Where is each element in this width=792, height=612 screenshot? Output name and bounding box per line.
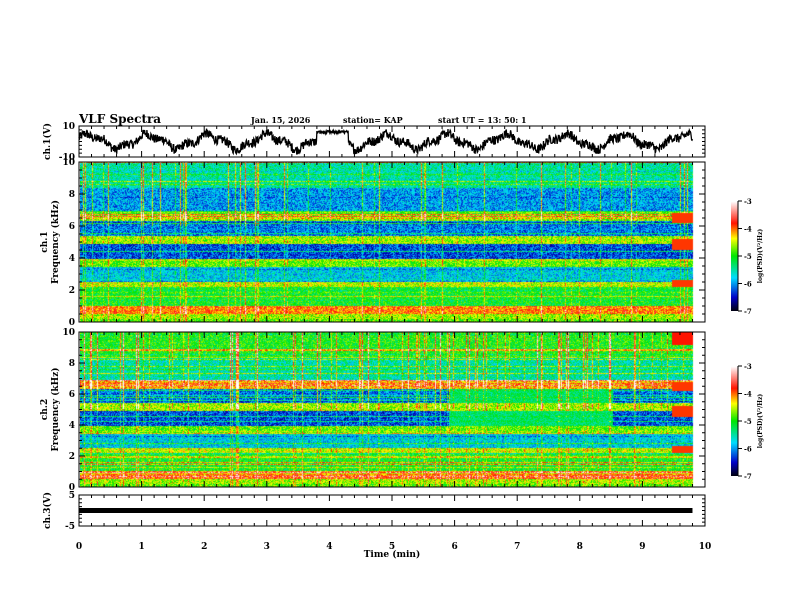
y-axis-label-channel: ch.1	[40, 231, 50, 252]
colorbar-tick-label: -3	[744, 362, 752, 371]
colorbar-tick-label: -3	[744, 197, 752, 206]
colorbar-tick-label: -6	[744, 445, 752, 454]
ch1-colorbar	[731, 201, 738, 311]
colorbar-label: log(PSD)(V²/Hz)	[757, 229, 764, 284]
colorbar-tick-label: -7	[744, 307, 752, 316]
y-tick-label: 10	[62, 122, 75, 132]
y-axis-label: ch.1(V)	[42, 123, 53, 160]
y-tick-label: 10	[62, 158, 75, 168]
panel-frame-ch2-spectrogram	[78, 331, 706, 488]
x-tick-label: 8	[577, 542, 583, 552]
colorbar-tick-label: -4	[744, 390, 752, 399]
x-axis-label: Time (min)	[364, 549, 421, 560]
colorbar-tick-label: -4	[744, 225, 752, 234]
y-tick-label: -5	[65, 522, 75, 532]
y-axis-label-frequency: Frequency (kHz)	[50, 367, 61, 451]
y-tick-label: 0	[69, 318, 75, 328]
ch1-spectrogram-image	[80, 162, 694, 322]
colorbar-label: log(PSD)(V²/Hz)	[757, 394, 764, 449]
x-tick-label: 6	[451, 542, 457, 552]
y-tick-label: 6	[69, 222, 75, 232]
y-tick-label: 5	[69, 491, 75, 501]
y-tick-label: 2	[69, 452, 75, 462]
ch3-waveform-line	[79, 508, 693, 513]
x-tick-label: 4	[326, 542, 332, 552]
x-tick-label: 3	[264, 542, 270, 552]
x-tick-label: 5	[389, 542, 395, 552]
x-tick-label: 7	[514, 542, 520, 552]
y-tick-label: 10	[62, 328, 75, 338]
y-tick-label: -10	[59, 153, 75, 163]
y-tick-label: 0	[69, 483, 75, 493]
start-time-label: start UT = 13: 50: 1	[438, 115, 527, 125]
y-tick-label: 4	[69, 421, 75, 431]
chart-title: VLF Spectra	[79, 112, 162, 126]
colorbar-tick-label: -5	[744, 252, 752, 261]
x-tick-label: 0	[76, 542, 82, 552]
station-label: station= KAP	[343, 115, 403, 125]
y-tick-label: 2	[69, 286, 75, 296]
x-tick-label: 2	[201, 542, 207, 552]
y-axis-label-frequency: Frequency (kHz)	[50, 200, 61, 284]
colorbar-tick-label: -6	[744, 280, 752, 289]
y-axis-label-channel: ch.2	[40, 399, 50, 420]
y-tick-label: 6	[69, 390, 75, 400]
y-tick-label: 8	[69, 190, 75, 200]
panel-frame-ch1-spectrogram	[78, 161, 706, 323]
ch2-spectrogram-image	[80, 332, 694, 487]
ch1-waveform-line	[78, 127, 694, 156]
colorbar-tick-label: -5	[744, 417, 752, 426]
ch2-colorbar	[731, 366, 738, 476]
x-tick-label: 1	[138, 542, 144, 552]
x-tick-label: 10	[699, 542, 712, 552]
x-tick-label: 9	[639, 542, 645, 552]
y-tick-label: 4	[69, 254, 75, 264]
date-label: Jan. 15, 2026	[251, 115, 311, 125]
colorbar-tick-label: -7	[744, 472, 752, 481]
y-tick-label: 8	[69, 359, 75, 369]
y-axis-label: ch.3(V)	[42, 492, 53, 529]
